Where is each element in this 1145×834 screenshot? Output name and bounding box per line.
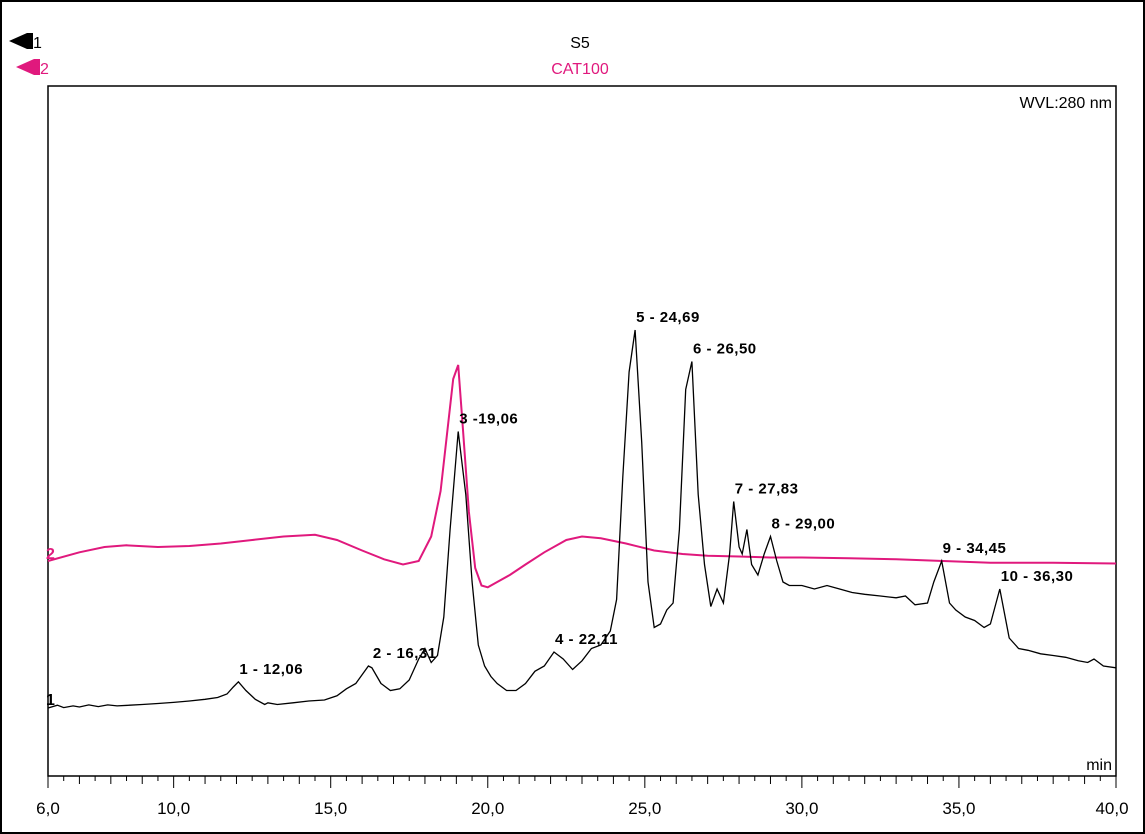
x-axis: 6,0 10,0 15,0 20,0 25,0 30,0 35,0 40,0	[36, 776, 1129, 818]
peak-label: 7 - 27,83	[735, 481, 799, 498]
peak-label: 2 - 16,31	[373, 645, 437, 662]
x-tick-label: 30,0	[785, 799, 818, 818]
peak-label: 3 -19,06	[459, 411, 518, 428]
peak-label: 5 - 24,69	[636, 309, 700, 326]
trace-2-title: CAT100	[551, 61, 609, 78]
peak-label: 9 - 34,45	[943, 540, 1007, 557]
x-tick-label: 15,0	[314, 799, 347, 818]
peak-label: 1 - 12,06	[239, 661, 303, 678]
trace-1-title: S5	[570, 35, 590, 52]
x-tick-label: 40,0	[1095, 799, 1128, 818]
x-unit-label: min	[1086, 757, 1112, 774]
trace-2-start-label: 2	[46, 546, 55, 563]
trace-1-marker-bar	[27, 33, 33, 49]
trace-1-start-label: 1	[46, 692, 55, 709]
series-line-cat100	[47, 364, 1117, 589]
peak-label: 6 - 26,50	[693, 341, 757, 358]
peak-label: 8 - 29,00	[771, 516, 835, 533]
x-tick-label: 35,0	[942, 799, 975, 818]
x-tick-label: 20,0	[471, 799, 504, 818]
peak-labels: 1 - 12,06 2 - 16,31 3 -19,06 4 - 22,11 5 - 2…	[239, 309, 1074, 678]
x-tick-label: 25,0	[628, 799, 661, 818]
x-tick-label: 10,0	[157, 799, 190, 818]
trace-2-marker-icon	[16, 59, 34, 75]
series-line-s5	[47, 329, 1117, 709]
trace-2-marker-bar	[34, 59, 40, 75]
peak-label: 10 - 36,30	[1001, 568, 1074, 585]
x-tick-label: 6,0	[36, 799, 60, 818]
trace-2-index: 2	[40, 61, 49, 78]
trace-1-index: 1	[33, 35, 42, 52]
trace-1-marker-icon	[9, 33, 27, 49]
peak-label: 4 - 22,11	[555, 631, 618, 648]
wavelength-label: WVL:280 nm	[1020, 95, 1112, 112]
